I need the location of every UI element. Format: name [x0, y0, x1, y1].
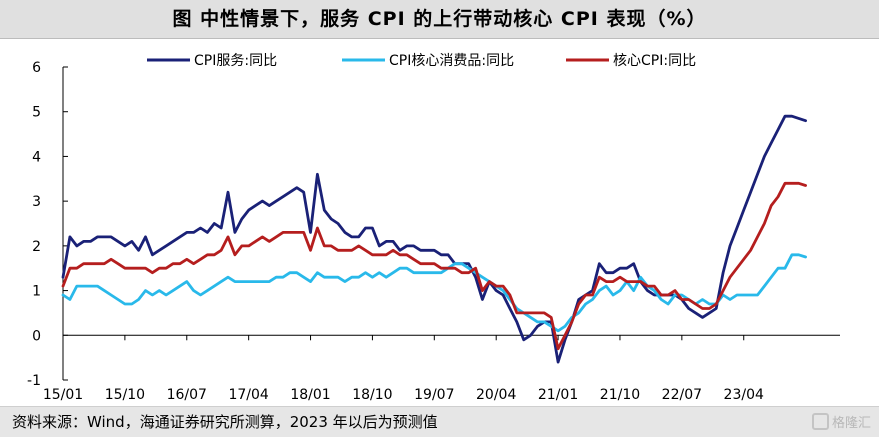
- x-tick-label: 16/07: [167, 387, 207, 403]
- series-layer: [61, 114, 807, 364]
- y-tick-label: 5: [32, 105, 41, 121]
- series-line-0: [61, 114, 807, 364]
- source-bar: 资料来源：Wind，海通证券研究所测算，2023 年以后为预测值 格隆汇: [0, 406, 879, 437]
- series-line-1: [61, 253, 807, 333]
- chart-title: 图 中性情景下，服务 CPI 的上行带动核心 CPI 表现（%）: [172, 8, 707, 30]
- x-tick-label: 19/07: [414, 387, 454, 403]
- x-tick-label: 20/04: [476, 387, 516, 403]
- legend-label-2: 核心CPI:同比: [613, 53, 696, 69]
- y-tick-label: 3: [32, 194, 41, 210]
- x-tick-label: 15/01: [43, 387, 83, 403]
- legend-label-1: CPI核心消费品:同比: [389, 53, 514, 69]
- x-tick-label: 21/01: [538, 387, 578, 403]
- y-axis: -1 0 1 2 3 4 5 6: [27, 60, 68, 389]
- chart-legend: CPI服务:同比 CPI核心消费品:同比 核心CPI:同比: [147, 53, 696, 69]
- y-tick-label: 0: [32, 328, 41, 344]
- y-tick-label: 6: [32, 60, 41, 76]
- x-tick-label: 18/10: [352, 387, 392, 403]
- x-tick-label: 21/10: [600, 387, 640, 403]
- legend-label-0: CPI服务:同比: [194, 53, 277, 69]
- x-tick-label: 23/04: [724, 387, 764, 403]
- watermark-text: 格隆汇: [831, 416, 871, 431]
- source-note: 资料来源：Wind，海通证券研究所测算，2023 年以后为预测值: [12, 413, 438, 431]
- watermark-logo-icon: [811, 413, 829, 430]
- series-line-2: [61, 181, 807, 351]
- y-tick-label: 2: [32, 239, 41, 255]
- watermark: 格隆汇: [811, 413, 871, 431]
- x-tick-label: 22/07: [662, 387, 702, 403]
- title-bar: 图 中性情景下，服务 CPI 的上行带动核心 CPI 表现（%）: [0, 0, 879, 39]
- x-tick-label: 17/04: [228, 387, 268, 403]
- line-chart: CPI服务:同比 CPI核心消费品:同比 核心CPI:同比 -1 0 1 2 3 4 5 6 15…: [27, 53, 840, 403]
- x-axis: 15/01 15/10 16/07 17/04 18/01 18/10 19/07 20/04…: [43, 334, 840, 403]
- x-tick-label: 18/01: [290, 387, 330, 403]
- y-tick-label: 1: [32, 284, 41, 300]
- x-tick-label: 15/10: [105, 387, 145, 403]
- y-tick-label: -1: [27, 373, 41, 389]
- y-tick-label: 4: [32, 149, 41, 165]
